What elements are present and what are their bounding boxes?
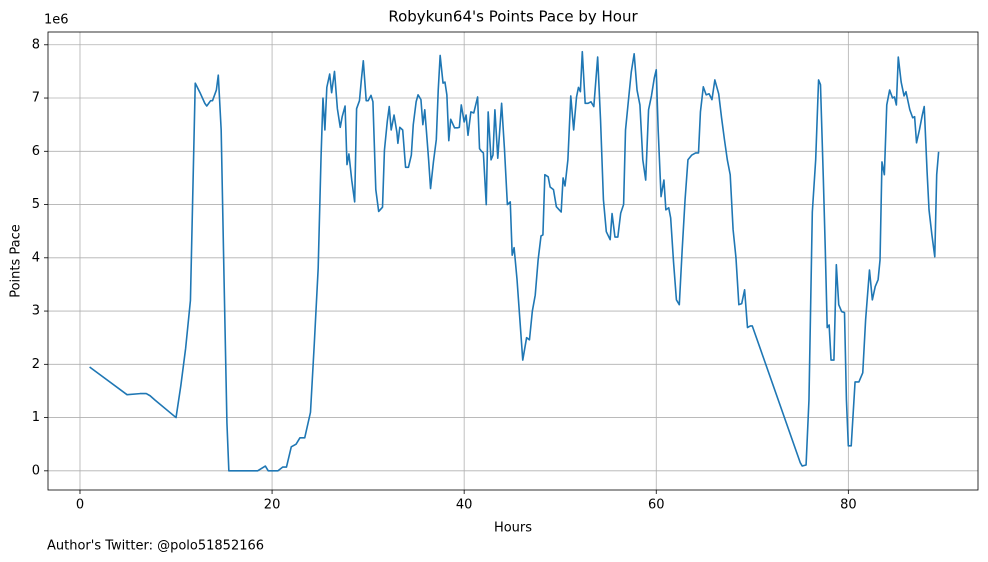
plot-frame xyxy=(47,31,979,491)
y-tick-label: 0 xyxy=(32,463,40,478)
x-tick-label: 60 xyxy=(648,498,665,513)
y-tick-label: 4 xyxy=(32,250,40,265)
x-tick-label: 40 xyxy=(456,498,473,513)
y-tick-label: 7 xyxy=(32,91,40,106)
y-tick-label: 2 xyxy=(32,357,40,372)
y-offset-text: 1e6 xyxy=(44,13,69,28)
y-tick-label: 5 xyxy=(32,197,40,212)
x-tick-label: 0 xyxy=(76,498,84,513)
y-tick-label: 6 xyxy=(32,144,40,159)
chart-title: Robykun64's Points Pace by Hour xyxy=(388,8,638,26)
x-tick-label: 20 xyxy=(264,498,281,513)
y-tick-label: 3 xyxy=(32,304,40,319)
data-line xyxy=(89,50,940,472)
y-tick-label: 8 xyxy=(32,37,40,52)
y-axis-label: Points Pace xyxy=(9,224,24,298)
footnote: Author's Twitter: @polo51852166 xyxy=(47,539,264,554)
y-tick-label: 1 xyxy=(32,410,40,425)
x-axis-label: Hours xyxy=(494,521,532,536)
x-tick-label: 80 xyxy=(840,498,857,513)
